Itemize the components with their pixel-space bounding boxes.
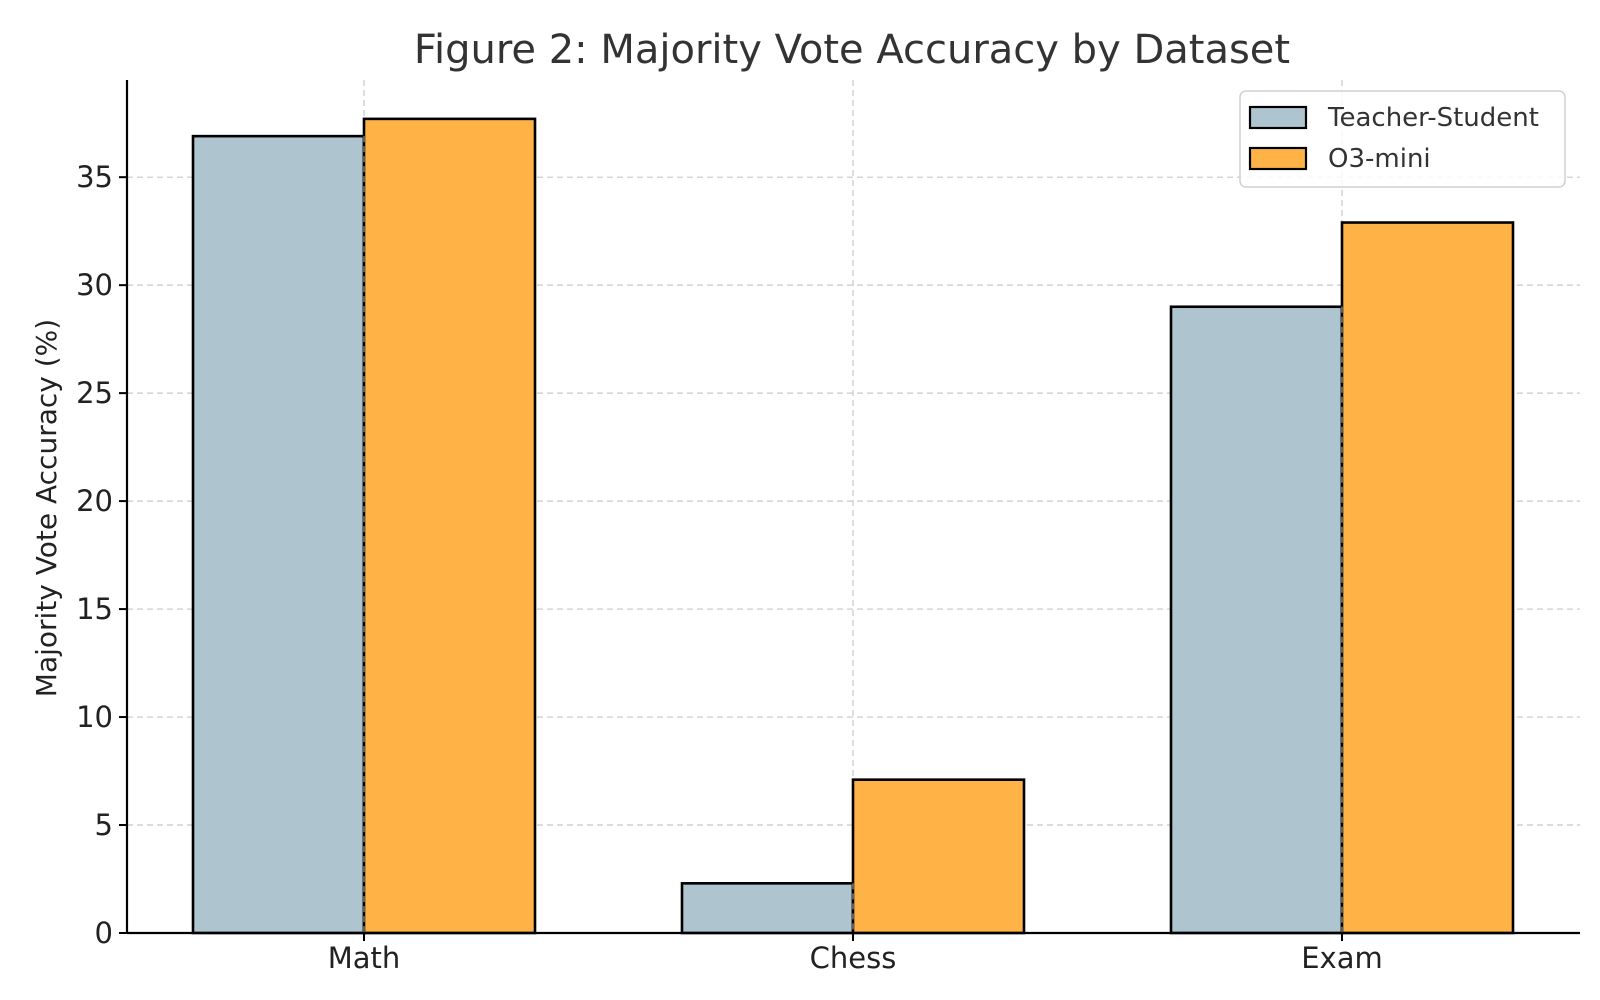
bar-teacher-student-math	[191, 134, 366, 935]
bar-teacher-student-chess	[680, 882, 855, 935]
y-tick-label: 5	[95, 808, 113, 842]
y-tick-label: 20	[76, 484, 113, 518]
legend: Teacher-Student O3-mini	[1239, 90, 1566, 188]
legend-label-teacher-student: Teacher-Student	[1327, 103, 1539, 133]
y-tick-label: 15	[76, 592, 113, 626]
y-tick-label: 10	[76, 700, 113, 734]
legend-box	[1239, 90, 1566, 188]
y-axis-label: Majority Vote Accuracy (%)	[30, 319, 63, 697]
x-tick-label-chess: Chess	[810, 941, 897, 975]
y-tick-label: 25	[76, 376, 113, 410]
legend-swatch-teacher-student	[1248, 105, 1308, 130]
bar-o3-mini-exam	[1340, 221, 1515, 935]
chart-title: Figure 2: Majority Vote Accuracy by Data…	[414, 27, 1290, 73]
y-tick-label: 30	[76, 268, 113, 302]
bar-teacher-student-exam	[1169, 305, 1344, 935]
bars	[191, 117, 1515, 935]
x-tick-label-math: Math	[328, 941, 401, 975]
bar-o3-mini-chess	[851, 778, 1026, 935]
legend-swatch-o3-mini	[1248, 146, 1308, 171]
axes	[119, 80, 1580, 941]
legend-label-o3-mini: O3-mini	[1328, 144, 1431, 174]
tick-labels: 0 5 10 15 20 25 30 35 Math Chess Exam	[76, 160, 1383, 975]
x-tick-label-exam: Exam	[1301, 941, 1383, 975]
y-tick-label: 35	[76, 160, 113, 194]
y-tick-label: 0	[95, 916, 113, 950]
bar-o3-mini-math	[362, 117, 537, 935]
